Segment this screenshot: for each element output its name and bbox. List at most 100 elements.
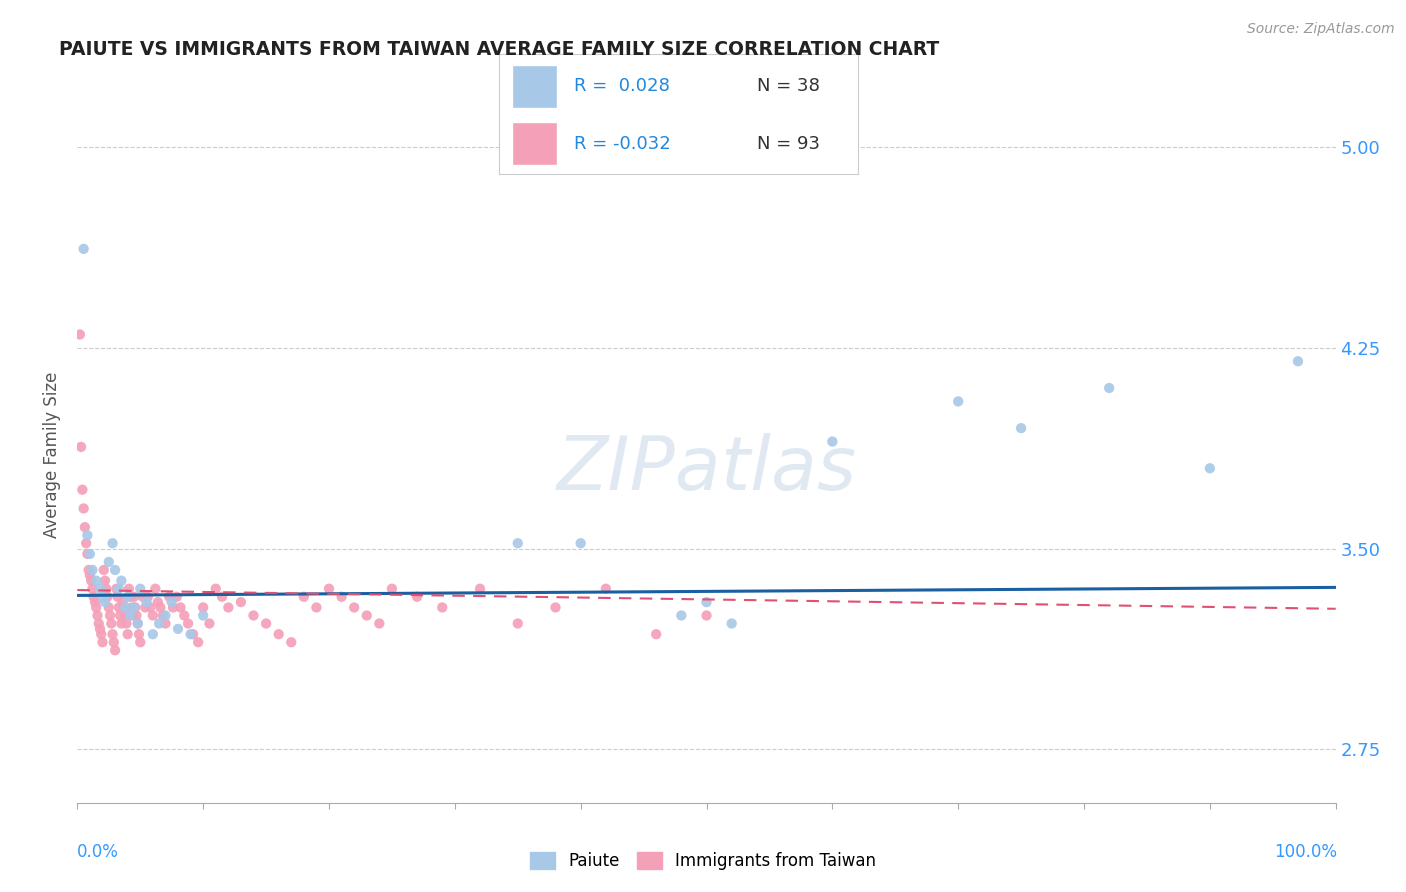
Point: [100, 616, 122, 631]
Point: [167, 622, 190, 636]
Point: [720, 616, 742, 631]
Point: [191, 600, 215, 615]
Point: [134, 600, 156, 615]
Point: [94, 574, 117, 588]
Point: [90, 627, 112, 641]
Point: [108, 608, 131, 623]
Point: [696, 608, 718, 623]
Point: [72, 501, 94, 516]
Point: [506, 536, 529, 550]
Point: [148, 616, 170, 631]
Point: [73, 520, 96, 534]
Point: [101, 536, 124, 550]
Point: [107, 590, 129, 604]
Point: [198, 616, 221, 631]
Point: [305, 600, 328, 615]
Point: [368, 616, 391, 631]
Point: [343, 600, 366, 615]
Point: [97, 555, 120, 569]
Point: [84, 574, 107, 588]
Point: [173, 608, 195, 623]
FancyBboxPatch shape: [513, 123, 557, 164]
Point: [127, 616, 149, 631]
Point: [128, 627, 150, 641]
FancyBboxPatch shape: [513, 65, 557, 106]
Point: [180, 627, 202, 641]
Point: [101, 627, 124, 641]
Point: [83, 590, 105, 604]
Point: [160, 595, 183, 609]
Point: [1199, 461, 1222, 475]
Point: [318, 582, 340, 596]
Point: [87, 616, 110, 631]
Point: [82, 563, 104, 577]
Point: [136, 590, 159, 604]
Point: [506, 616, 529, 631]
Text: 0.0%: 0.0%: [77, 843, 120, 861]
Point: [211, 590, 233, 604]
Text: R = -0.032: R = -0.032: [575, 135, 671, 153]
Point: [80, 574, 103, 588]
Point: [696, 595, 718, 609]
Point: [72, 242, 94, 256]
Point: [93, 563, 115, 577]
Point: [292, 590, 315, 604]
Point: [120, 590, 142, 604]
Point: [89, 582, 111, 596]
Point: [569, 536, 592, 550]
Point: [152, 608, 174, 623]
Point: [84, 600, 107, 615]
Point: [114, 600, 136, 615]
Point: [162, 600, 184, 615]
Point: [356, 608, 378, 623]
Point: [267, 627, 290, 641]
Point: [406, 590, 429, 604]
Text: Source: ZipAtlas.com: Source: ZipAtlas.com: [1247, 22, 1395, 37]
Point: [108, 600, 131, 615]
Point: [671, 608, 693, 623]
Text: 100.0%: 100.0%: [1274, 843, 1337, 861]
Point: [117, 627, 139, 641]
Point: [94, 595, 117, 609]
Point: [70, 440, 93, 454]
Point: [166, 590, 188, 604]
Point: [139, 600, 162, 615]
Point: [242, 608, 264, 623]
Point: [177, 616, 200, 631]
Point: [117, 590, 139, 604]
Point: [229, 595, 252, 609]
Point: [645, 627, 668, 641]
Point: [1098, 381, 1121, 395]
Point: [142, 627, 165, 641]
Text: R =  0.028: R = 0.028: [575, 77, 671, 95]
Point: [75, 536, 97, 550]
Point: [110, 574, 132, 588]
Point: [125, 608, 148, 623]
Text: N = 38: N = 38: [758, 77, 820, 95]
Point: [103, 635, 125, 649]
Point: [124, 600, 146, 615]
Point: [146, 595, 169, 609]
Point: [96, 590, 118, 604]
Point: [77, 563, 100, 577]
Point: [821, 434, 844, 449]
Point: [91, 635, 114, 649]
Point: [111, 595, 134, 609]
Point: [105, 582, 128, 596]
Point: [280, 635, 302, 649]
Point: [254, 616, 277, 631]
Point: [129, 635, 152, 649]
Point: [108, 582, 131, 596]
Point: [122, 590, 145, 604]
Point: [76, 528, 98, 542]
Point: [118, 582, 141, 596]
Point: [97, 600, 120, 615]
Point: [96, 582, 118, 596]
Point: [1286, 354, 1309, 368]
Point: [155, 608, 177, 623]
Point: [84, 595, 107, 609]
Text: PAIUTE VS IMMIGRANTS FROM TAIWAN AVERAGE FAMILY SIZE CORRELATION CHART: PAIUTE VS IMMIGRANTS FROM TAIWAN AVERAGE…: [59, 40, 939, 59]
Point: [381, 582, 404, 596]
Point: [79, 547, 101, 561]
Point: [104, 643, 127, 657]
